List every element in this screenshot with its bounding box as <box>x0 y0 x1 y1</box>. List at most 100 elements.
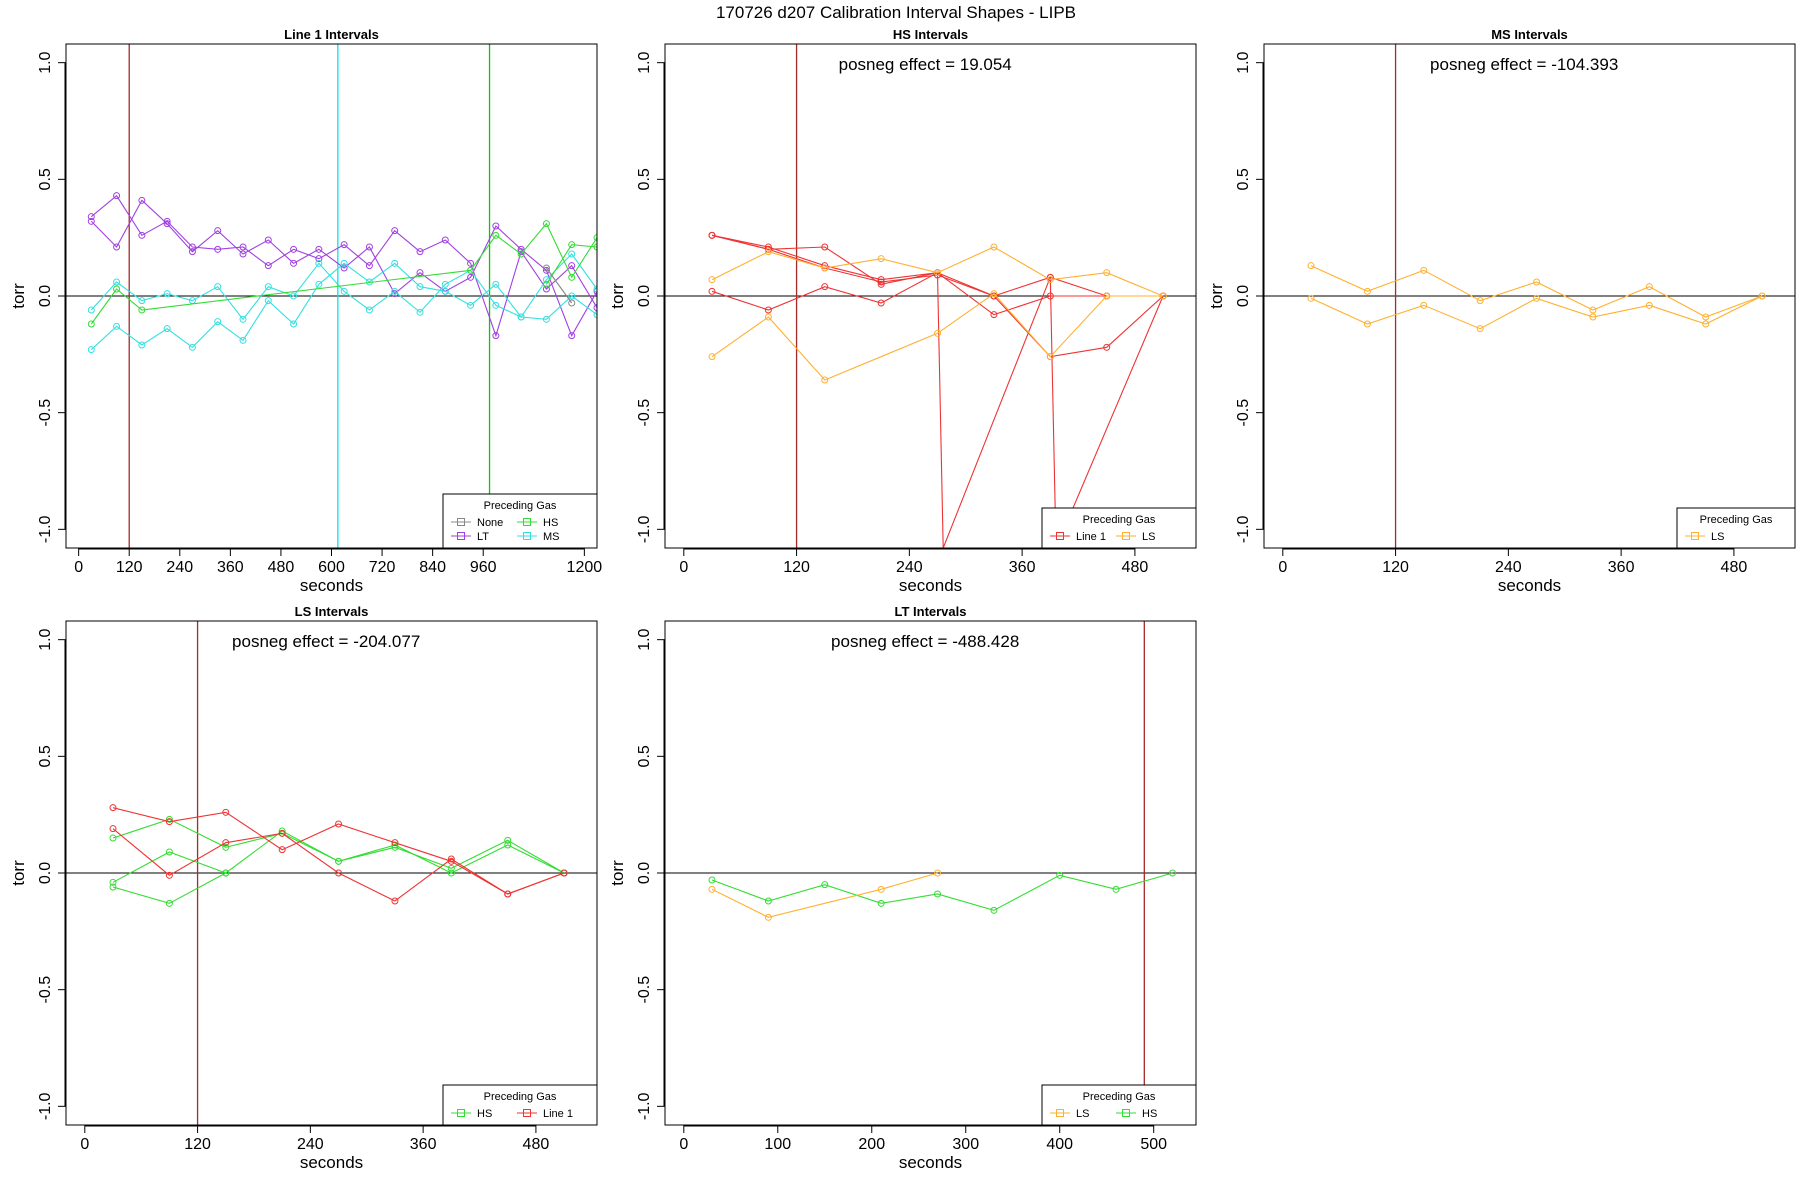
legend-swatch-marker <box>457 532 465 540</box>
data-point <box>821 262 829 270</box>
data-point <box>188 243 196 251</box>
data-point <box>87 213 95 221</box>
legend-swatch-marker <box>523 518 531 526</box>
data-point <box>708 287 716 295</box>
y-axis: -1.0 -0.5 0.0 0.5 1.0 torr <box>608 628 665 1120</box>
data-point <box>1533 278 1541 286</box>
data-point <box>87 217 95 225</box>
legend-swatch-marker <box>1122 1109 1130 1117</box>
x-tick-label: 0 <box>679 559 688 576</box>
x-axis-label: seconds <box>300 576 363 595</box>
data-point <box>214 227 222 235</box>
data-point <box>877 280 885 288</box>
data-point <box>447 864 455 872</box>
data-point <box>764 248 772 256</box>
data-point <box>764 245 772 253</box>
data-point <box>214 283 222 291</box>
data-point <box>877 885 885 893</box>
y-axis-label: torr <box>9 283 28 309</box>
data-point <box>934 890 942 898</box>
data-point <box>335 869 343 877</box>
data-point <box>278 827 286 835</box>
data-point <box>708 876 716 884</box>
x-axis-label: seconds <box>899 576 962 595</box>
x-tick-label: 240 <box>297 1136 324 1153</box>
data-point <box>1046 273 1054 281</box>
legend: Preceding Gas Line 1 LS <box>1041 507 1197 549</box>
series-line <box>90 262 597 321</box>
panel-title: Line 1 Intervals <box>284 27 379 42</box>
x-axis: 0 120 240 360 480 seconds <box>1278 548 1747 595</box>
x-tick-label: 0 <box>80 1136 89 1153</box>
data-point <box>934 269 942 277</box>
data-point <box>290 292 298 300</box>
series-line <box>112 830 565 883</box>
plot-area <box>665 44 1196 548</box>
x-tick-label: 300 <box>952 1136 979 1153</box>
data-point <box>239 250 247 258</box>
data-point <box>138 297 146 305</box>
data-point <box>441 280 449 288</box>
y-tick-label: -1.0 <box>636 515 653 543</box>
data-point <box>542 280 550 288</box>
data-point <box>1476 325 1484 333</box>
data-point <box>315 280 323 288</box>
x-axis-label: seconds <box>1498 576 1561 595</box>
data-point <box>492 332 500 340</box>
x-tick-label: 720 <box>369 559 396 576</box>
y-axis: -1.0 -0.5 0.0 0.5 1.0 torr <box>9 628 66 1120</box>
data-point <box>391 259 399 267</box>
series-line <box>112 828 565 902</box>
data-point <box>335 857 343 865</box>
data-point <box>264 236 272 244</box>
data-point <box>1103 343 1111 351</box>
data-point <box>467 301 475 309</box>
data-point <box>391 227 399 235</box>
data-point <box>1056 871 1064 879</box>
data-point <box>708 885 716 893</box>
data-point <box>877 299 885 307</box>
x-tick-label: 840 <box>419 559 446 576</box>
panel-title: MS Intervals <box>1491 27 1568 42</box>
legend-entry-label: MS <box>543 531 560 543</box>
legend-swatch-marker <box>457 1109 465 1117</box>
data-point <box>416 308 424 316</box>
legend: Preceding Gas LS <box>1676 507 1796 549</box>
data-point <box>138 306 146 314</box>
data-point <box>214 245 222 253</box>
data-point <box>165 848 173 856</box>
data-point <box>113 243 121 251</box>
data-point <box>264 262 272 270</box>
legend-entry-label: Line 1 <box>1076 531 1106 543</box>
x-tick-label: 120 <box>184 1136 211 1153</box>
legend-entry-label: HS <box>543 517 558 529</box>
data-point <box>1103 269 1111 277</box>
plot-area <box>1264 44 1795 548</box>
data-point <box>335 820 343 828</box>
x-tick-label: 120 <box>1382 559 1409 576</box>
data-point <box>264 283 272 291</box>
y-axis-label: torr <box>608 283 627 309</box>
legend-box <box>1041 507 1197 549</box>
data-point <box>290 259 298 267</box>
y-tick-label: 0.5 <box>37 745 54 767</box>
x-axis: 0 100 200 300 400 500 seconds <box>679 1125 1167 1172</box>
data-point <box>109 834 117 842</box>
panel-title: LS Intervals <box>295 604 369 619</box>
y-axis-label: torr <box>1207 283 1226 309</box>
chart-panel-3: MS Intervals 0 120 240 360 480 seconds -1.0 -0.5… <box>1207 27 1796 595</box>
legend-swatch-marker <box>523 532 531 540</box>
data-point <box>340 259 348 267</box>
data-point <box>1363 320 1371 328</box>
legend-entry-label: None <box>477 517 503 529</box>
data-point <box>877 255 885 263</box>
data-point <box>467 273 475 281</box>
data-point <box>877 899 885 907</box>
x-tick-label: 960 <box>470 559 497 576</box>
y-tick-label: 0.0 <box>636 862 653 884</box>
data-point <box>1702 320 1710 328</box>
data-point <box>821 376 829 384</box>
data-point <box>990 290 998 298</box>
x-tick-label: 480 <box>523 1136 550 1153</box>
